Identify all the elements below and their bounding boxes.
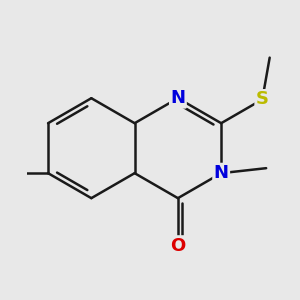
Text: O: O <box>170 237 185 255</box>
Text: N: N <box>170 89 185 107</box>
Text: I: I <box>0 164 2 182</box>
Text: N: N <box>214 164 229 182</box>
Text: S: S <box>256 91 269 109</box>
